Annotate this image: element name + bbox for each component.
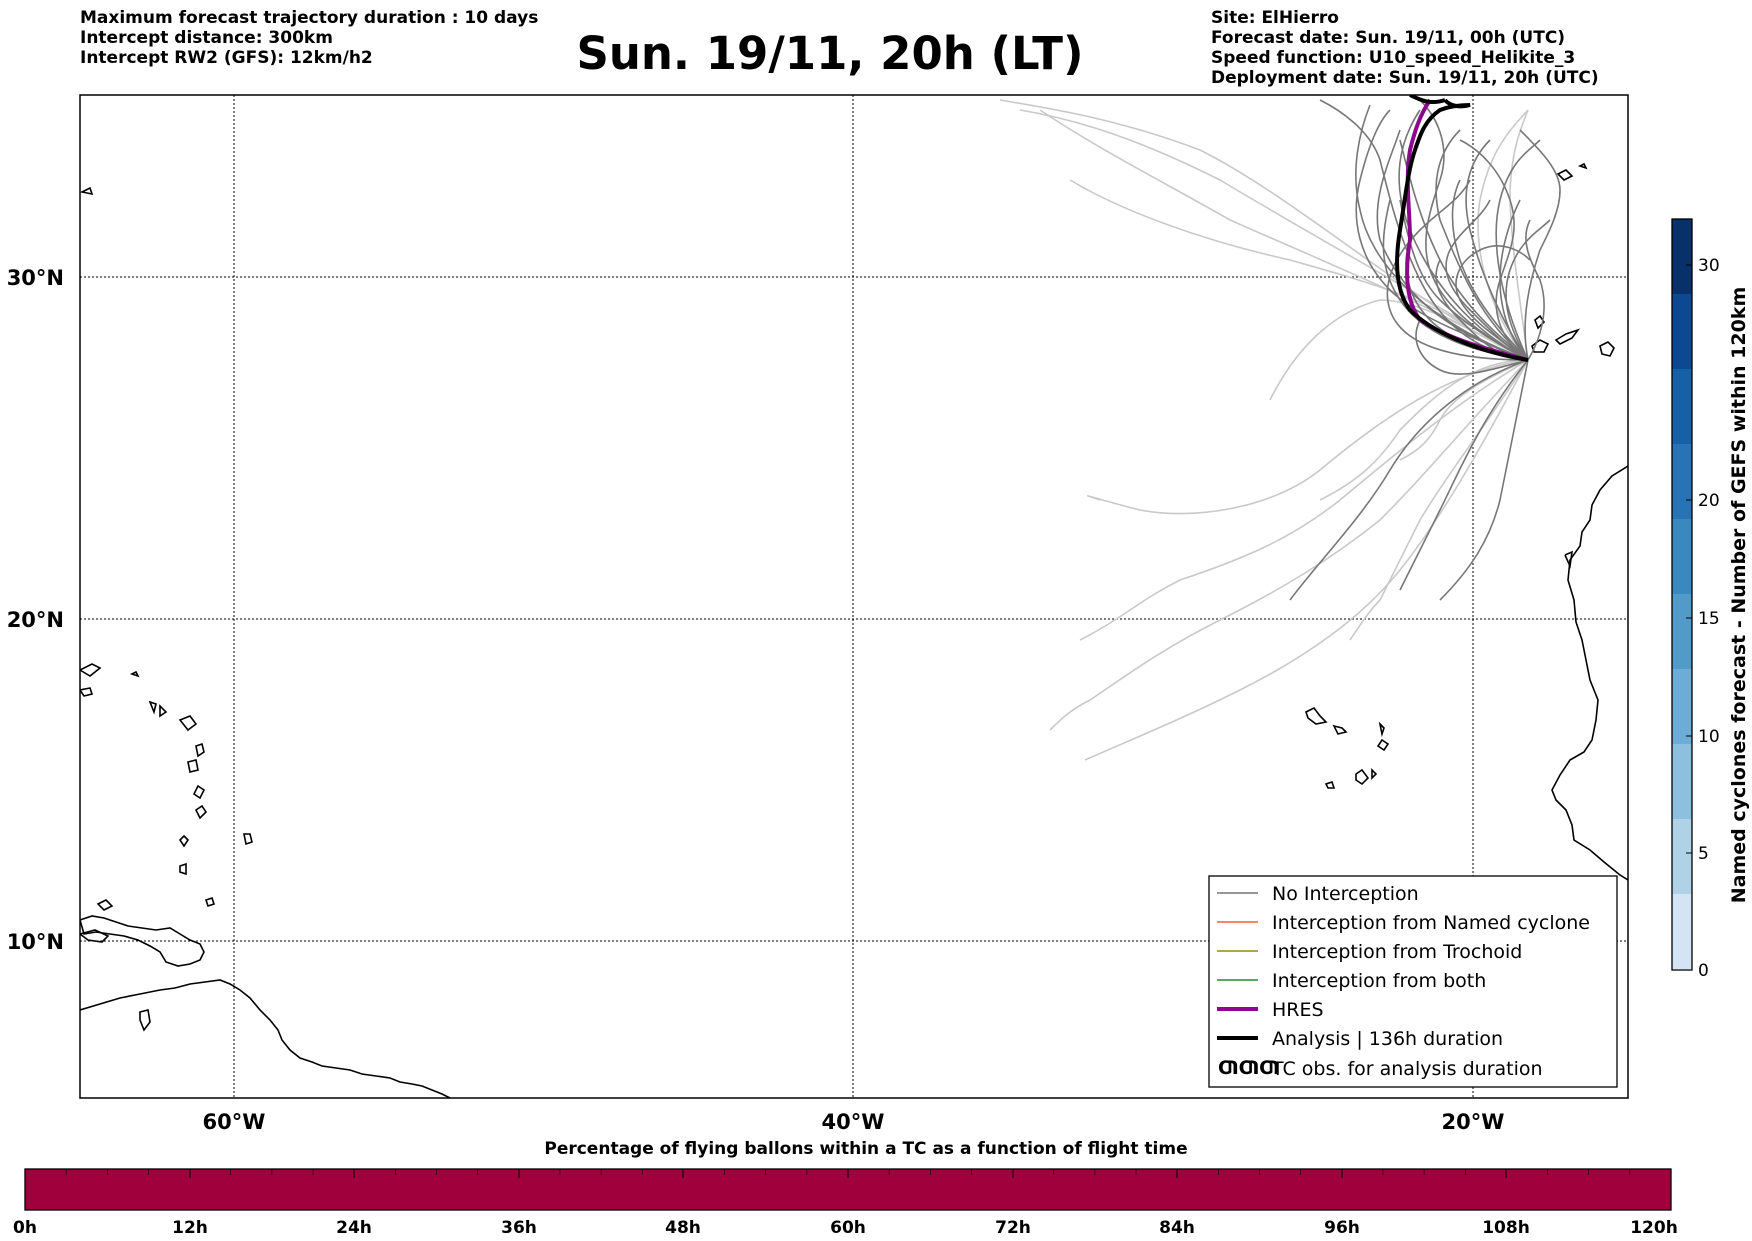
analysis-trajectory-tail — [1409, 95, 1446, 105]
colorbar-ticks — [1686, 264, 1692, 971]
colorbar-segment — [1672, 219, 1692, 294]
colorbar-tick-label: 0 — [1698, 961, 1709, 981]
analysis-trajectory — [1395, 98, 1529, 362]
colorbar-segment — [1672, 744, 1692, 819]
header-info-line: Site: ElHierro — [1211, 8, 1339, 28]
timeline-tick-label: 108h — [1482, 1218, 1530, 1238]
colorbar-frame — [1671, 218, 1693, 971]
colorbar-segment — [1672, 294, 1692, 369]
lon-label-60w: 60°W — [203, 1110, 266, 1134]
legend-label-named-cyclone: Interception from Named cyclone — [1272, 912, 1590, 934]
colorbar-title: Named cyclones forecast - Number of GEFS… — [1728, 287, 1750, 904]
lon-label-40w: 40°W — [822, 1110, 885, 1134]
colorbar-segment — [1672, 444, 1692, 519]
lat-label-20n: 20°N — [7, 608, 64, 632]
legend-label-hres: HRES — [1272, 999, 1324, 1021]
header-info-right: Site: ElHierro Forecast date: Sun. 19/11… — [1211, 8, 1599, 88]
map-title: Sun. 19/11, 20h (LT) — [576, 27, 1084, 80]
timeline: Percentage of flying ballons within a TC… — [13, 1139, 1678, 1238]
header-info-line: Intercept RW2 (GFS): 12km/h2 — [80, 48, 373, 68]
colorbar-tick-label: 5 — [1698, 844, 1709, 864]
legend-label-analysis: Analysis | 136h duration — [1272, 1028, 1503, 1050]
colorbar-tick-label: 10 — [1698, 727, 1720, 747]
legend-label-trochoid: Interception from Trochoid — [1272, 941, 1522, 963]
header-info-line: Forecast date: Sun. 19/11, 00h (UTC) — [1211, 28, 1566, 48]
colorbar-segment — [1672, 669, 1692, 744]
timeline-tick-label: 72h — [995, 1218, 1031, 1238]
colorbar-segment — [1672, 894, 1692, 969]
tc-symbol-icon: ƢƢƢ — [1218, 1057, 1280, 1079]
timeline-major-ticks — [24, 1169, 1672, 1178]
timeline-tick-label: 60h — [830, 1218, 866, 1238]
timeline-tick-label: 0h — [13, 1218, 37, 1238]
map-frame — [79, 94, 1629, 1099]
header-info-left: Maximum forecast trajectory duration : 1… — [80, 8, 538, 68]
map-area — [80, 95, 1628, 1098]
lat-label-30n: 30°N — [7, 266, 64, 290]
header-info-line: Maximum forecast trajectory duration : 1… — [80, 8, 539, 28]
header-info-line: Intercept distance: 300km — [80, 28, 333, 48]
timeline-tick-label: 48h — [665, 1218, 701, 1238]
timeline-tick-label: 120h — [1630, 1218, 1678, 1238]
colorbar-segment — [1672, 519, 1692, 594]
colorbar: 0 5 10 15 20 30 Named cyclones forecast … — [1671, 218, 1750, 981]
timeline-tick-label: 96h — [1324, 1218, 1360, 1238]
legend-label-both: Interception from both — [1272, 970, 1486, 992]
colorbar-segment — [1672, 369, 1692, 444]
timeline-minor-ticks — [65, 1169, 1631, 1175]
timeline-tick-label: 36h — [501, 1218, 537, 1238]
legend-box — [1208, 875, 1618, 1088]
header-info-line: Speed function: U10_speed_Helikite_3 — [1211, 48, 1576, 68]
timeline-tick-label: 12h — [172, 1218, 208, 1238]
colorbar-tick-label: 20 — [1698, 491, 1720, 511]
lat-label-10n: 10°N — [7, 930, 64, 954]
legend-label-no-interception: No Interception — [1272, 883, 1419, 905]
colorbar-tick-label: 30 — [1698, 256, 1720, 276]
timeline-title: Percentage of flying ballons within a TC… — [544, 1139, 1187, 1159]
header-info-line: Deployment date: Sun. 19/11, 20h (UTC) — [1211, 68, 1599, 88]
colorbar-segment — [1672, 594, 1692, 669]
colorbar-tick-label: 15 — [1698, 609, 1720, 629]
timeline-tick-label: 24h — [336, 1218, 372, 1238]
lon-label-20w: 20°W — [1442, 1110, 1505, 1134]
legend: No Interception Interception from Named … — [1208, 875, 1618, 1088]
colorbar-segment — [1672, 819, 1692, 894]
legend-label-tc-obs: TC obs. for analysis duration — [1271, 1058, 1543, 1080]
timeline-tick-label: 84h — [1159, 1218, 1195, 1238]
